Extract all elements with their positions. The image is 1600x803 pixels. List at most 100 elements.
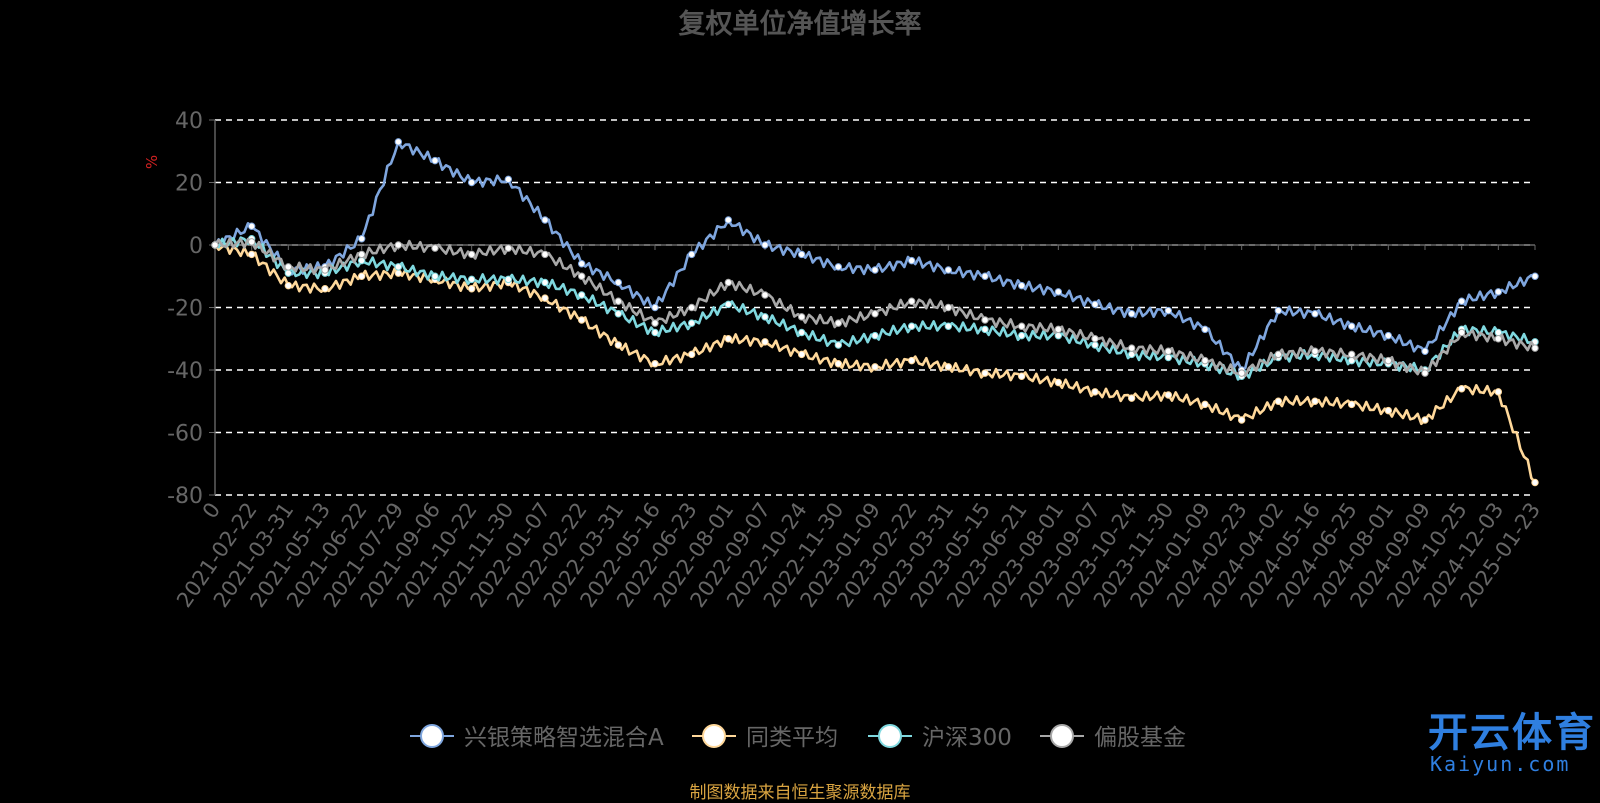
data-point: [1274, 306, 1283, 315]
data-point: [211, 241, 219, 249]
data-point: [981, 325, 989, 334]
data-point: [651, 303, 659, 312]
data-point: [1457, 328, 1466, 337]
data-point: [504, 244, 513, 252]
data-point: [1091, 300, 1099, 309]
legend-label: 同类平均: [746, 725, 838, 751]
data-point: [1201, 356, 1209, 365]
data-point: [431, 272, 439, 280]
data-point: [1384, 406, 1393, 415]
data-point: [541, 278, 549, 287]
data-point: [944, 266, 953, 274]
data-point: [1384, 331, 1393, 340]
data-point: [761, 313, 769, 321]
legend-item-0[interactable]: 兴银策略智选混合A: [410, 724, 664, 751]
data-point: [394, 263, 403, 271]
data-point: [357, 250, 366, 259]
x-tick-label: 0: [198, 498, 225, 523]
data-point: [1017, 281, 1026, 290]
data-point: [247, 250, 256, 259]
data-point: [871, 363, 879, 371]
source-note: 制图数据来自恒生聚源数据库: [689, 783, 911, 803]
data-point: [1164, 306, 1173, 315]
data-point: [284, 263, 293, 271]
data-point: [834, 263, 843, 271]
data-point: [871, 266, 879, 274]
data-point: [1494, 335, 1503, 343]
y-tick-label: -60: [167, 422, 203, 447]
data-point: [797, 250, 806, 259]
data-point: [871, 310, 879, 318]
data-point: [1017, 331, 1026, 340]
data-point: [1457, 385, 1466, 393]
data-point: [907, 256, 916, 265]
y-tick-label: -80: [167, 484, 203, 509]
data-point: [1091, 341, 1099, 349]
data-point: [1054, 325, 1063, 334]
data-point: [614, 310, 623, 318]
data-point: [467, 178, 476, 187]
chart-title: 复权单位净值增长率: [679, 8, 922, 40]
data-point: [761, 338, 769, 346]
data-point: [394, 241, 403, 249]
data-point: [577, 272, 586, 280]
data-point: [687, 250, 696, 259]
data-point: [797, 313, 806, 321]
legend-marker-icon: [878, 724, 902, 748]
data-point: [321, 266, 329, 274]
data-point: [284, 269, 293, 277]
data-point: [1127, 310, 1136, 318]
legend-marker-icon: [1050, 724, 1074, 748]
data-point: [1494, 288, 1503, 296]
data-point: [1531, 272, 1539, 280]
legend-label: 兴银策略智选混合A: [464, 725, 664, 751]
data-point: [687, 303, 696, 312]
data-point: [467, 285, 476, 293]
data-point: [944, 322, 953, 330]
data-point: [1091, 335, 1099, 343]
legend-label: 沪深300: [922, 725, 1012, 751]
data-point: [1457, 297, 1466, 305]
data-point: [1421, 347, 1429, 355]
data-point: [321, 285, 329, 293]
data-point: [1347, 322, 1356, 330]
data-point: [797, 328, 806, 337]
data-point: [1311, 347, 1319, 355]
legend-item-3[interactable]: 偏股基金: [1040, 724, 1186, 751]
data-point: [834, 341, 843, 349]
legend-item-2[interactable]: 沪深300: [868, 724, 1012, 751]
data-point: [357, 235, 366, 243]
data-point: [1017, 372, 1026, 380]
data-point: [651, 319, 659, 327]
data-point: [1237, 369, 1246, 377]
data-point: [614, 341, 623, 349]
data-point: [1347, 350, 1356, 359]
data-point: [651, 328, 659, 337]
data-point: [541, 294, 549, 302]
data-point: [687, 350, 696, 359]
data-point: [577, 291, 586, 299]
data-point: [761, 241, 769, 249]
data-point: [1274, 397, 1283, 405]
data-point: [431, 156, 439, 165]
legend: 兴银策略智选混合A 同类平均 沪深300 偏股基金: [410, 724, 1186, 751]
data-point: [1127, 344, 1136, 352]
data-point: [1201, 400, 1209, 409]
data-point: [907, 356, 916, 365]
data-point: [1274, 350, 1283, 359]
data-point: [614, 278, 623, 287]
data-point: [1237, 416, 1246, 424]
data-point: [394, 269, 403, 277]
data-point: [981, 369, 989, 377]
data-point: [1421, 369, 1429, 377]
data-point: [247, 222, 256, 230]
legend-item-1[interactable]: 同类平均: [692, 724, 838, 751]
data-point: [1017, 322, 1026, 330]
data-point: [431, 244, 439, 252]
data-point: [1164, 347, 1173, 355]
legend-marker-icon: [420, 724, 444, 748]
data-point: [724, 300, 733, 309]
legend-label: 偏股基金: [1094, 725, 1186, 751]
data-point: [724, 278, 733, 287]
data-point: [1091, 388, 1099, 396]
